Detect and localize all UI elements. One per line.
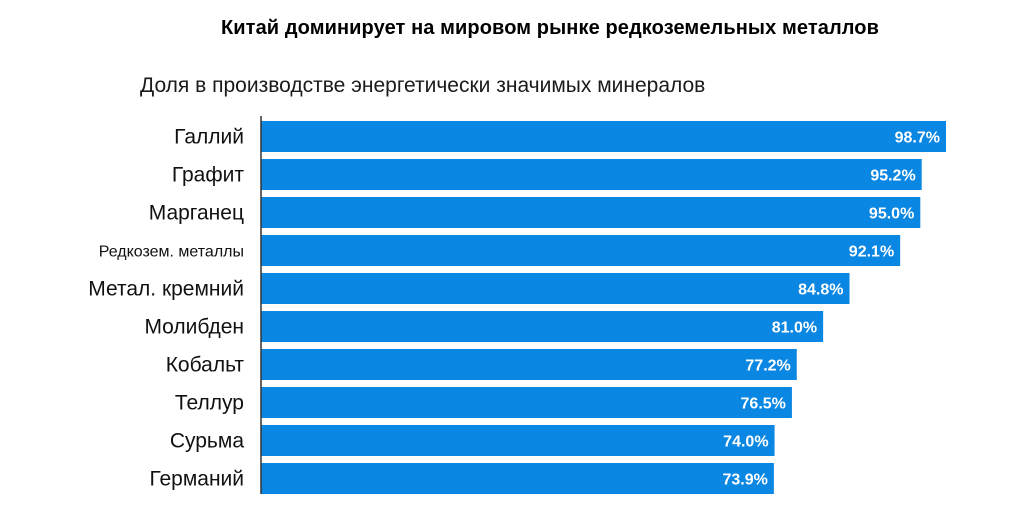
category-label: Марганец — [149, 202, 244, 225]
bar — [261, 121, 946, 152]
value-label: 77.2% — [745, 358, 790, 375]
value-label: 81.0% — [772, 320, 817, 337]
value-label: 74.0% — [723, 434, 768, 451]
value-label: 98.7% — [895, 130, 940, 147]
value-label: 92.1% — [849, 244, 894, 261]
category-label: Галлий — [174, 126, 244, 149]
bar — [261, 159, 922, 190]
category-label: Кобальт — [166, 354, 245, 377]
category-label: Германий — [150, 468, 245, 491]
value-label: 73.9% — [722, 472, 767, 489]
bar — [261, 197, 921, 228]
chart-subtitle: Доля в производстве энергетически значим… — [140, 74, 706, 97]
chart-title: Китай доминирует на мировом рынке редкоз… — [220, 17, 880, 39]
bar — [261, 235, 901, 266]
value-label: 95.2% — [870, 168, 915, 185]
value-label: 84.8% — [798, 282, 843, 299]
bar — [261, 349, 797, 380]
category-label: Сурьма — [170, 430, 244, 453]
category-label: Графит — [172, 164, 245, 187]
bar — [261, 273, 850, 304]
bar — [261, 387, 792, 418]
category-label: Молибден — [144, 316, 244, 339]
value-label: 76.5% — [741, 396, 786, 413]
bar — [261, 463, 774, 494]
category-label: Теллур — [175, 392, 244, 415]
bar — [261, 425, 775, 456]
value-label: 95.0% — [869, 206, 914, 223]
category-label: Метал. кремний — [88, 278, 244, 301]
bar — [261, 311, 824, 342]
category-label: Редкозем. металлы — [99, 244, 244, 261]
